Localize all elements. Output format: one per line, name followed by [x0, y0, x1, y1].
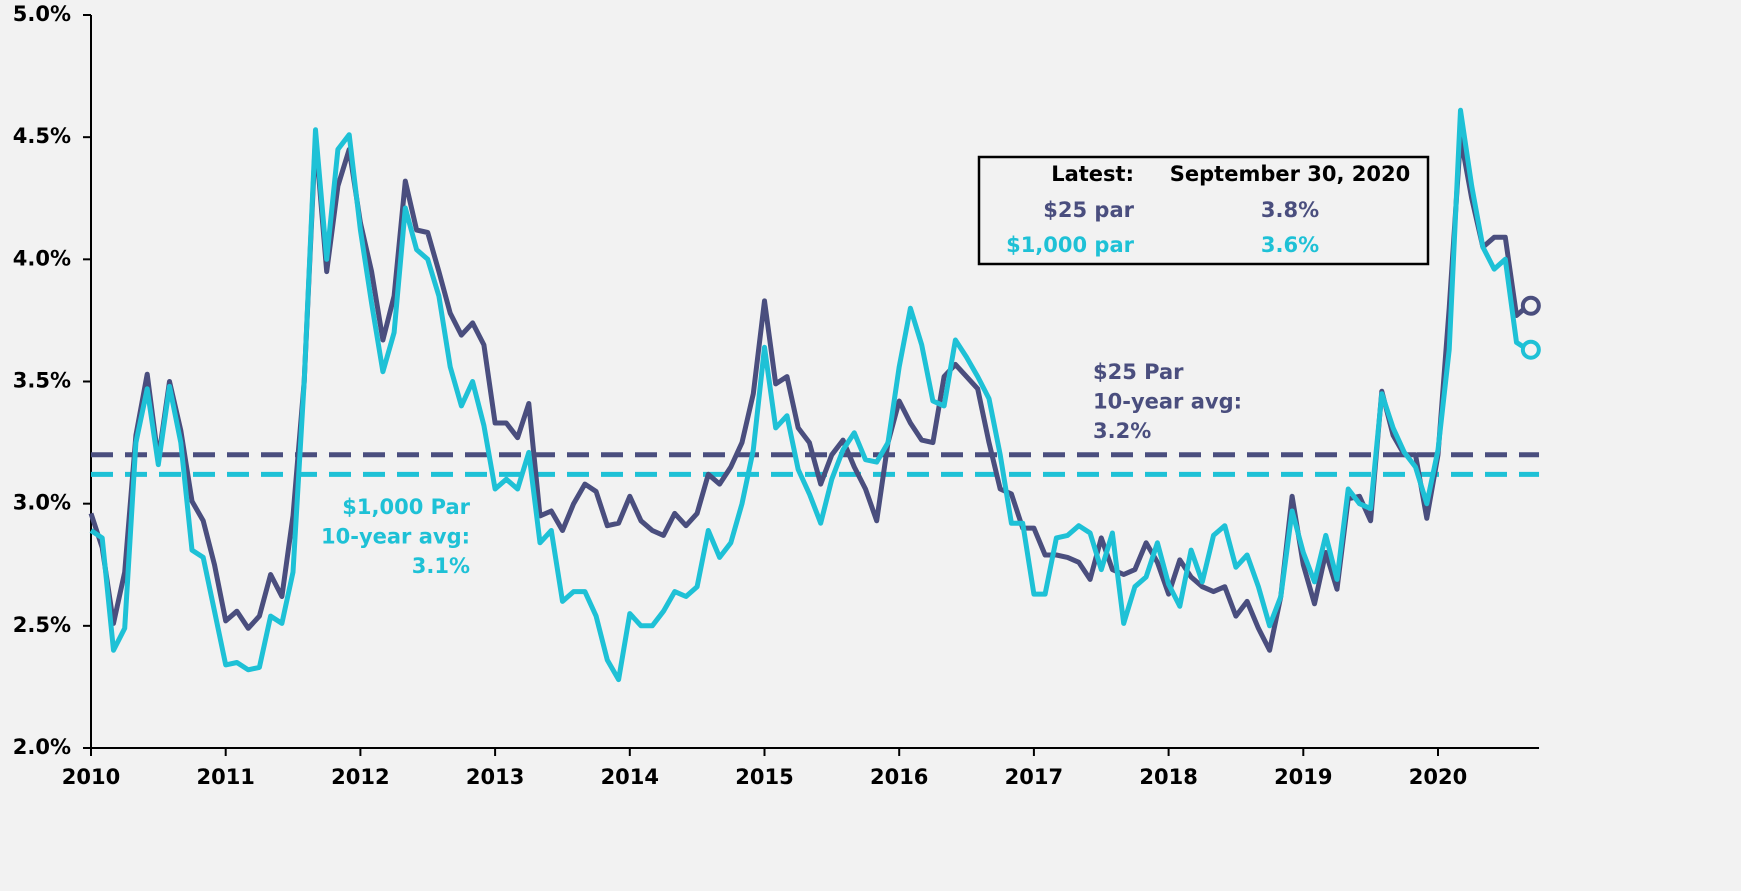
x-tick-label: 2019: [1274, 765, 1332, 789]
latest-marker: [1520, 295, 1541, 316]
y-tick-label: 3.0%: [13, 491, 71, 515]
x-tick-label: 2017: [1005, 765, 1063, 789]
x-tick-label: 2020: [1409, 765, 1467, 789]
average-label: 10-year avg:: [321, 525, 470, 549]
latest-marker: [1520, 339, 1541, 360]
y-tick-label: 2.0%: [13, 735, 71, 759]
x-tick-label: 2011: [196, 765, 254, 789]
y-tick-label: 3.5%: [13, 369, 71, 393]
y-tick-label: 2.5%: [13, 613, 71, 637]
legend-box: [977, 155, 1430, 266]
y-tick-label: 4.5%: [13, 124, 71, 148]
x-tick-label: 2010: [62, 765, 120, 789]
legend-name: $25 par: [1043, 198, 1134, 222]
legend-latest: 3.8%: [1261, 198, 1319, 222]
average-label: $1,000 Par: [342, 495, 470, 519]
x-tick-label: 2013: [466, 765, 524, 789]
x-tick-label: 2018: [1139, 765, 1197, 789]
legend-latest: 3.6%: [1261, 233, 1319, 257]
legend-title: Latest:: [1051, 162, 1134, 186]
average-label: 3.2%: [1093, 419, 1151, 443]
x-tick-label: 2016: [870, 765, 928, 789]
series-line: [89, 107, 1530, 683]
x-tick-label: 2015: [735, 765, 793, 789]
x-tick-label: 2014: [601, 765, 659, 789]
y-tick-label: 4.0%: [13, 246, 71, 270]
x-tick-label: 2012: [331, 765, 389, 789]
y-tick-label: 5.0%: [13, 2, 71, 26]
legend-name: $1,000 par: [1006, 233, 1135, 257]
average-label: $25 Par: [1093, 360, 1184, 384]
average-label: 3.1%: [412, 554, 470, 578]
average-label: 10-year avg:: [1093, 390, 1242, 414]
legend-date: September 30, 2020: [1170, 162, 1410, 186]
